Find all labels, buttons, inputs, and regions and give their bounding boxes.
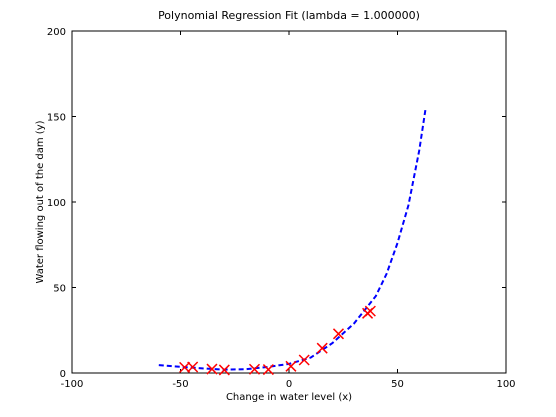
x-axis-ticks: -100 -50 0 50 100 — [61, 31, 516, 390]
x-axis-label: Change in water level (x) — [226, 392, 352, 403]
data-point-x-marker — [248, 363, 261, 375]
y-tick-label: 0 — [60, 369, 66, 380]
y-tick-label: 150 — [47, 113, 66, 124]
x-tick-label: -100 — [61, 379, 84, 390]
data-point-x-marker — [298, 354, 310, 366]
y-tick-label: 50 — [53, 284, 66, 295]
data-point-x-marker — [285, 360, 297, 372]
data-point-x-marker — [262, 364, 274, 376]
y-axis-label: Water flowing out of the dam (y) — [35, 120, 46, 283]
data-point-x-marker — [187, 361, 199, 373]
fit-line-layer — [158, 107, 427, 371]
data-point-x-marker — [332, 328, 345, 340]
plot-area — [71, 30, 507, 374]
data-point-x-marker — [316, 342, 328, 354]
y-tick-label: 100 — [47, 198, 66, 209]
y-axis-ticks: 0 50 100 150 200 — [47, 27, 506, 380]
fit-line — [158, 107, 427, 371]
data-point-x-marker — [218, 364, 230, 376]
data-points-layer — [179, 305, 376, 376]
data-point-x-marker — [364, 305, 376, 317]
data-point-x-marker — [206, 363, 218, 375]
x-tick-label: -50 — [172, 379, 188, 390]
y-tick-label: 200 — [47, 27, 66, 38]
chart-title: Polynomial Regression Fit (lambda = 1.00… — [158, 9, 420, 22]
x-tick-label: 50 — [391, 379, 404, 390]
x-tick-label: 100 — [496, 379, 515, 390]
x-tick-label: 0 — [286, 379, 292, 390]
